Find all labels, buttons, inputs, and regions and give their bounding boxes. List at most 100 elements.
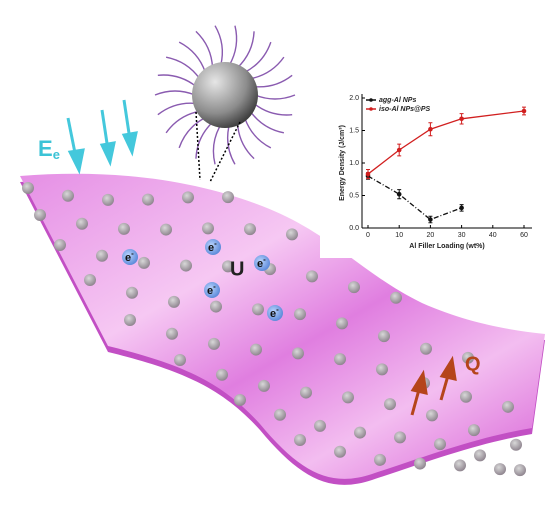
electron-symbol: e (207, 285, 213, 297)
electron-symbol: e (257, 258, 263, 270)
particle (168, 295, 180, 308)
polymer-chain (195, 121, 214, 159)
y-tick-label: 1.5 (349, 127, 359, 134)
particle (274, 408, 286, 421)
particle (244, 223, 256, 236)
polymer-chain (157, 102, 197, 116)
polymer-chain (214, 25, 224, 66)
x-tick-label: 0 (366, 232, 370, 239)
particle (384, 398, 396, 411)
particle (374, 453, 386, 466)
particle (34, 209, 46, 221)
nanoparticle (154, 25, 296, 183)
data-point (428, 126, 433, 132)
particle (166, 327, 178, 340)
polymer-chain (254, 94, 296, 100)
particle (138, 256, 150, 269)
particle (354, 426, 366, 439)
data-point (396, 147, 402, 153)
particle (376, 363, 388, 376)
electron (122, 249, 138, 265)
electrons: e-e-e-e-e- (122, 239, 283, 321)
particle (334, 445, 346, 458)
polymer-chain (250, 56, 285, 80)
particle (96, 249, 108, 262)
polymer-chain (243, 117, 272, 149)
electron-symbol: e (270, 308, 276, 320)
particle (258, 379, 270, 392)
particle (102, 193, 114, 206)
data-point (459, 116, 464, 122)
particle (314, 419, 326, 432)
electron-label: e- (207, 282, 216, 297)
legend-marker (369, 107, 373, 111)
data-point (428, 217, 433, 222)
electron-label: e- (125, 249, 134, 264)
heat-arrows (410, 355, 457, 416)
particle (300, 386, 312, 399)
polymer-chain (157, 74, 197, 88)
particle (336, 317, 348, 330)
electron (205, 239, 221, 255)
polymer-chain (178, 117, 206, 149)
particle (474, 449, 486, 462)
electron (254, 255, 270, 271)
electron-label: e- (257, 255, 266, 270)
particle (334, 353, 346, 366)
particle (460, 390, 472, 403)
particle (394, 431, 406, 444)
polymer-chain (236, 31, 255, 69)
particle (118, 222, 130, 235)
polymer-chain (212, 124, 222, 165)
particle (348, 281, 360, 294)
particle (234, 394, 246, 406)
core (192, 62, 258, 128)
x-tick-label: 60 (520, 232, 528, 239)
legend-label: iso-Al NPs@PS (379, 106, 431, 113)
particle (124, 314, 136, 326)
x-tick-label: 30 (458, 232, 466, 239)
zoom-line (195, 111, 201, 181)
particle (434, 438, 446, 451)
data-point (521, 108, 527, 114)
particle (222, 260, 234, 273)
particle (294, 434, 306, 446)
particle (294, 308, 306, 321)
particle (510, 438, 522, 451)
data-point (396, 191, 402, 197)
polymer-chain (154, 90, 196, 96)
electron-label: e- (270, 305, 279, 320)
legend-label: agg-Al NPs (379, 97, 416, 104)
particle (454, 459, 466, 472)
particle (378, 330, 390, 343)
particle (76, 217, 88, 230)
electron (204, 282, 220, 298)
particle (250, 343, 262, 356)
inset-chart: 0.0 0.5 1.0 1.5 2.0 0 10 20 30 40 60 Al Filler Load… (320, 88, 538, 258)
particle (54, 239, 66, 251)
polymer-chain (236, 122, 255, 160)
electron (267, 305, 283, 321)
particle (514, 464, 526, 477)
particle (252, 303, 264, 316)
particle (126, 286, 138, 299)
particle (84, 274, 96, 286)
input-arrows (66, 99, 138, 175)
film-surface (20, 173, 545, 479)
y-tick-label: 0.0 (349, 225, 359, 232)
particle (22, 182, 34, 194)
x-tick-label: 40 (489, 232, 497, 239)
series-line (367, 175, 462, 221)
electron-charge: - (263, 255, 266, 264)
polymer-chain (249, 110, 285, 134)
polymer-chain (253, 102, 293, 116)
polymer-chain (165, 56, 201, 80)
particle (216, 368, 228, 381)
particle (160, 223, 172, 236)
polymer-chain (195, 30, 214, 68)
electron-charge: - (213, 282, 216, 291)
data-point (365, 171, 371, 177)
electron-charge: - (276, 305, 279, 314)
electron-label: e- (208, 239, 217, 254)
